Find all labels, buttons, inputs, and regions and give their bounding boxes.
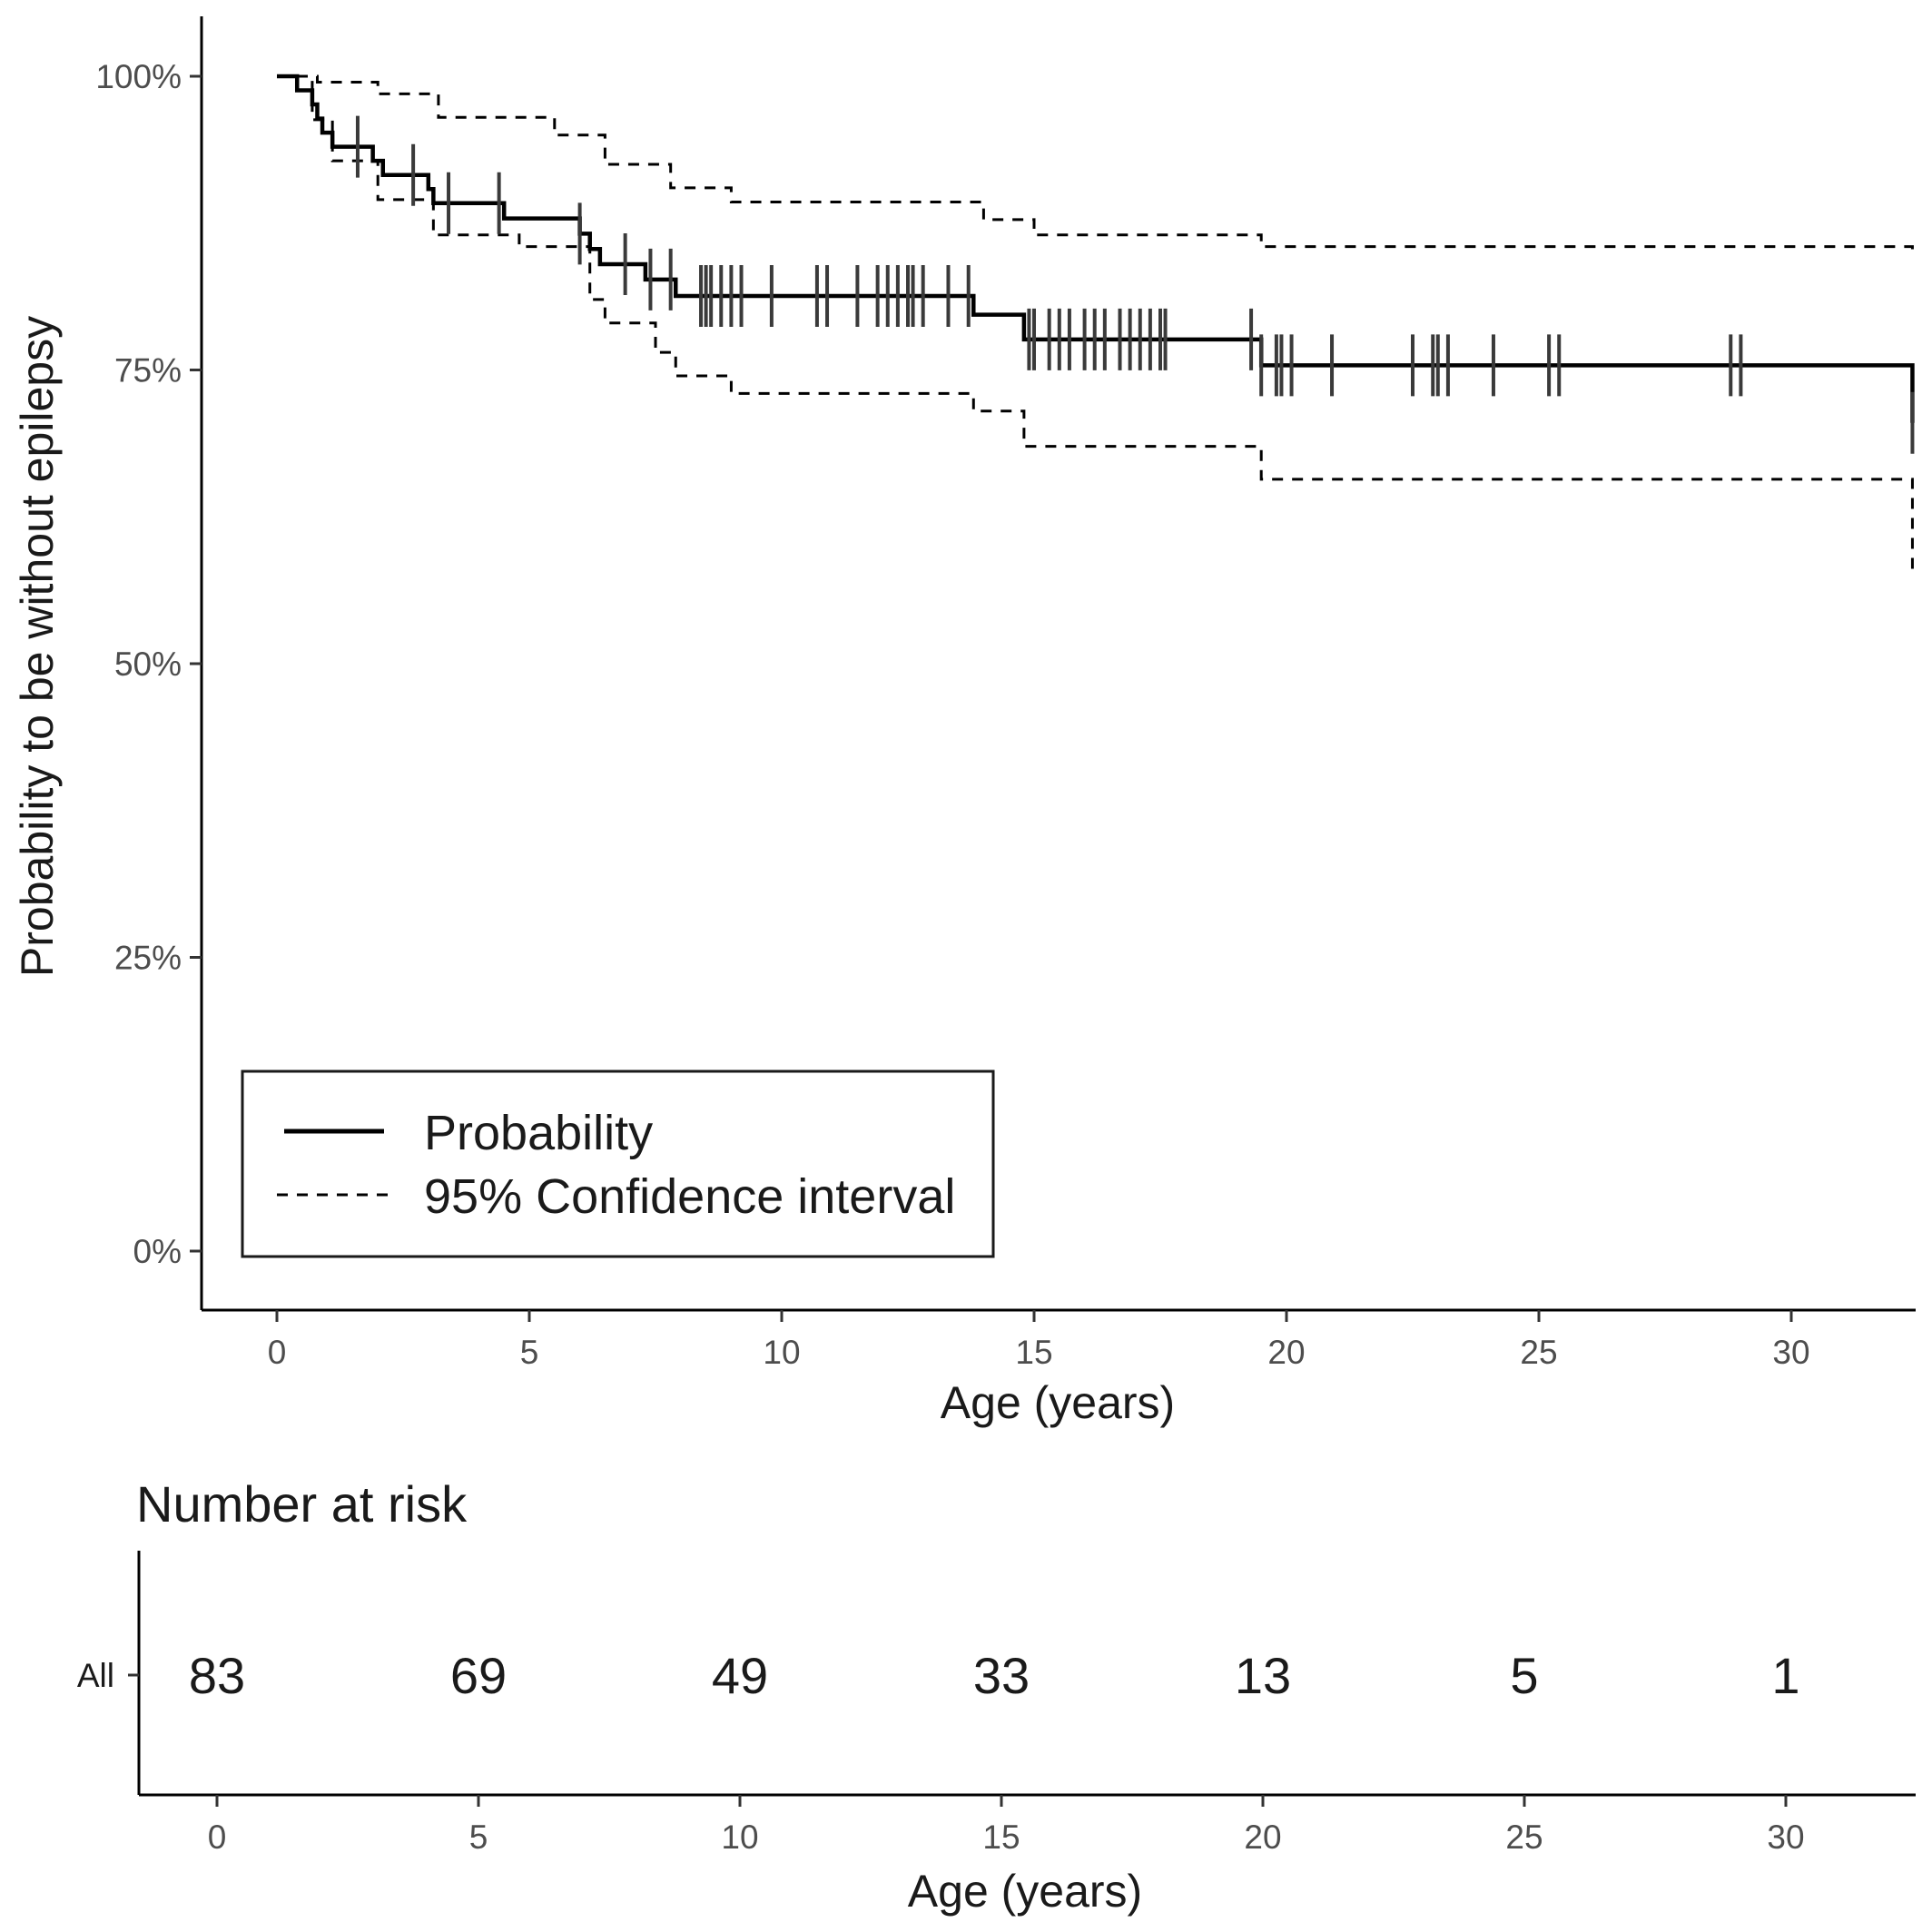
risk-x-axis-title: Age (years) <box>908 1866 1142 1917</box>
risk-tick-labels: 0 5 10 15 20 25 30 <box>208 1795 1805 1856</box>
main-tick-labels: 0% 25% 50% 75% 100% 0 5 10 15 20 25 30 <box>95 58 1809 1371</box>
main-x-tick-label: 15 <box>1015 1334 1052 1371</box>
risk-x-tick-label: 10 <box>721 1819 758 1856</box>
probability-line <box>277 74 1915 423</box>
risk-table: Number at risk 0 5 10 15 20 25 30 83 69 49 33 13 5 1… <box>77 1475 1916 1917</box>
risk-value: 33 <box>973 1647 1030 1704</box>
main-x-tick-label: 30 <box>1772 1334 1809 1371</box>
main-x-tick-label: 25 <box>1520 1334 1557 1371</box>
risk-x-tick-label: 5 <box>469 1819 488 1856</box>
risk-value: 83 <box>189 1647 245 1704</box>
main-y-tick-label: 50% <box>114 646 182 683</box>
legend-label-confidence-interval: 95% Confidence interval <box>424 1169 955 1224</box>
confidence-interval-lines <box>277 74 1914 570</box>
main-x-axis-title: Age (years) <box>941 1377 1175 1428</box>
risk-value: 5 <box>1510 1647 1538 1704</box>
risk-value: 13 <box>1235 1647 1291 1704</box>
risk-x-tick-label: 25 <box>1505 1819 1543 1856</box>
main-x-tick-label: 0 <box>268 1334 287 1371</box>
probability-curve <box>277 74 1915 423</box>
survival-plot: 0%25%50%75%100%0 5 10 15 20 25 30 Age (years) … <box>12 16 1916 1428</box>
main-y-tick-label: 100% <box>95 58 182 95</box>
ci-lower-line <box>277 74 1914 570</box>
risk-x-tick-label: 20 <box>1244 1819 1281 1856</box>
main-x-tick-label: 20 <box>1267 1334 1305 1371</box>
risk-axes <box>128 1551 1916 1797</box>
risk-x-tick-label: 30 <box>1767 1819 1804 1856</box>
legend-label-probability: Probability <box>424 1106 653 1160</box>
legend: Probability 95% Confidence interval <box>241 1070 995 1258</box>
main-y-tick-label: 25% <box>114 940 182 977</box>
censor-marks <box>355 115 1915 454</box>
risk-x-tick-label: 15 <box>982 1819 1020 1856</box>
main-y-axis-title: Probability to be without epilepsy <box>12 316 63 977</box>
risk-table-title: Number at risk <box>136 1475 468 1533</box>
risk-values: 83 69 49 33 13 5 1 <box>189 1647 1800 1704</box>
risk-value: 49 <box>712 1647 768 1704</box>
risk-value: 1 <box>1771 1647 1799 1704</box>
main-y-tick-label: 75% <box>114 352 182 389</box>
main-x-tick-label: 10 <box>763 1334 800 1371</box>
risk-value: 69 <box>450 1647 507 1704</box>
risk-strata-label: All <box>77 1657 114 1694</box>
main-y-tick-label: 0% <box>133 1233 182 1270</box>
legend-box <box>241 1070 995 1258</box>
risk-x-tick-label: 0 <box>208 1819 227 1856</box>
main-x-tick-label: 5 <box>520 1334 539 1371</box>
ci-upper-line <box>277 74 1914 251</box>
